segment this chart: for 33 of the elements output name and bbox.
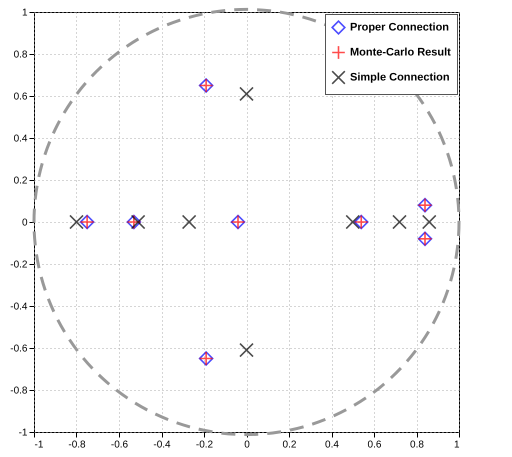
legend-label: Simple Connection (350, 72, 450, 84)
x-tick-label: 0.4 (325, 440, 340, 450)
x-tick-label: -0.8 (68, 440, 86, 450)
point (392, 214, 407, 230)
y-tick-label: 0 (22, 218, 28, 228)
point (69, 214, 84, 230)
x-tick-label: -0.6 (110, 440, 129, 450)
x-tick-label: -0.4 (153, 440, 172, 450)
x-tick-label: 0 (244, 440, 250, 450)
y-tick-label: -1 (18, 428, 28, 438)
x-tick-label: -0.2 (196, 440, 214, 450)
x-tick-label: -1 (34, 440, 44, 450)
y-tick-label: -0.4 (10, 302, 28, 312)
x-tick-label: 0.6 (368, 440, 382, 450)
y-tick-label: 0.8 (14, 50, 28, 60)
y-tick-label: -0.6 (10, 344, 28, 354)
y-tick-label: 0.2 (14, 176, 28, 186)
x-tick-label: 0.2 (282, 440, 297, 450)
y-tick-label: 0.6 (14, 92, 28, 102)
x-tick-label: 1 (454, 440, 460, 450)
point (239, 342, 254, 358)
point (345, 214, 360, 230)
x-tick-label: 0.8 (410, 440, 424, 450)
legend-label: Proper Connection (350, 22, 450, 34)
y-tick-label: -0.8 (10, 386, 28, 396)
y-tick-label: -0.2 (10, 260, 28, 270)
point (130, 214, 146, 230)
y-tick-label: 1 (22, 8, 28, 18)
point (422, 214, 437, 230)
point (239, 86, 254, 102)
point (182, 214, 196, 230)
legend-label: Monte-Carlo Result (350, 46, 452, 58)
y-tick-label: 0.4 (14, 134, 28, 144)
